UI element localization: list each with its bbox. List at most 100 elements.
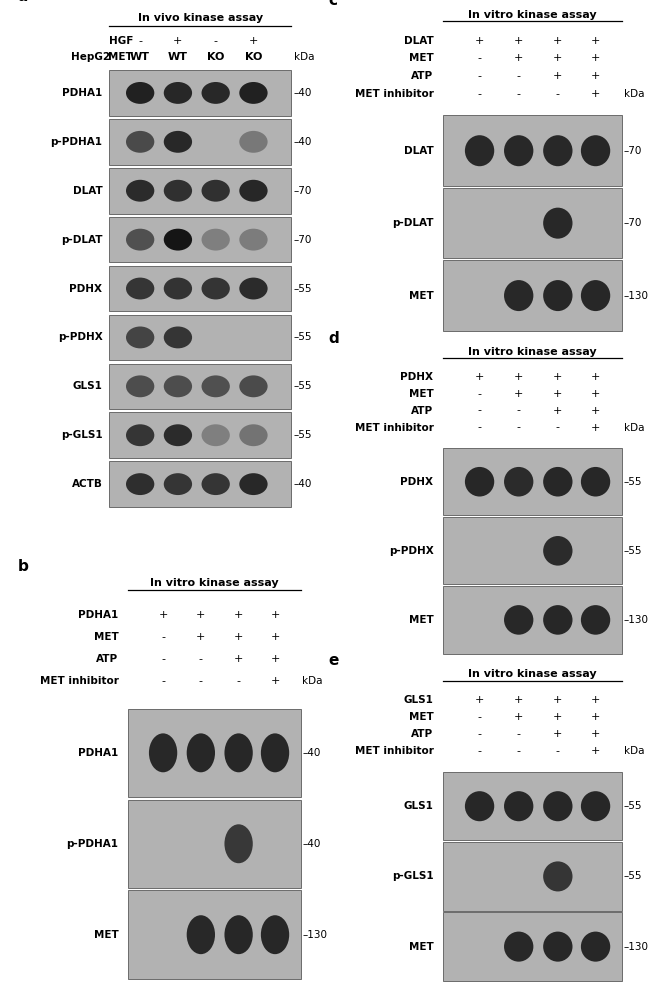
Text: +: + bbox=[514, 711, 523, 722]
Text: d: d bbox=[329, 331, 339, 346]
Text: -: - bbox=[517, 89, 521, 99]
FancyBboxPatch shape bbox=[443, 772, 622, 840]
Text: HGF: HGF bbox=[109, 37, 133, 47]
Ellipse shape bbox=[239, 473, 268, 495]
Text: KO: KO bbox=[207, 52, 224, 62]
Text: MET: MET bbox=[108, 52, 133, 62]
Text: -: - bbox=[478, 423, 482, 433]
Ellipse shape bbox=[126, 326, 154, 348]
Text: -: - bbox=[214, 37, 218, 47]
Text: kDa: kDa bbox=[302, 677, 322, 686]
Text: GLS1: GLS1 bbox=[404, 802, 434, 811]
Text: DLAT: DLAT bbox=[404, 36, 434, 46]
Text: +: + bbox=[159, 610, 168, 620]
Text: –70: –70 bbox=[623, 218, 642, 228]
FancyBboxPatch shape bbox=[128, 891, 301, 979]
Ellipse shape bbox=[261, 916, 289, 954]
Text: -: - bbox=[517, 406, 521, 416]
Text: MET: MET bbox=[409, 54, 434, 63]
Ellipse shape bbox=[126, 278, 154, 300]
Text: ATP: ATP bbox=[96, 654, 118, 665]
Text: MET inhibitor: MET inhibitor bbox=[355, 746, 434, 756]
Text: +: + bbox=[591, 729, 600, 739]
FancyBboxPatch shape bbox=[443, 586, 622, 654]
Text: WT: WT bbox=[130, 52, 150, 62]
Text: -: - bbox=[478, 729, 482, 739]
Text: PDHX: PDHX bbox=[70, 284, 103, 294]
Text: -: - bbox=[199, 677, 203, 686]
FancyBboxPatch shape bbox=[443, 448, 622, 516]
Ellipse shape bbox=[202, 229, 230, 251]
Text: –130: –130 bbox=[623, 941, 649, 951]
Text: kDa: kDa bbox=[623, 89, 644, 99]
Text: In vitro kinase assay: In vitro kinase assay bbox=[469, 10, 597, 20]
Text: +: + bbox=[475, 372, 484, 382]
Ellipse shape bbox=[543, 605, 573, 635]
Ellipse shape bbox=[504, 792, 534, 821]
Ellipse shape bbox=[164, 278, 192, 300]
Ellipse shape bbox=[581, 605, 610, 635]
Text: PDHX: PDHX bbox=[400, 477, 434, 487]
Text: +: + bbox=[591, 372, 600, 382]
FancyBboxPatch shape bbox=[109, 314, 291, 360]
Text: In vitro kinase assay: In vitro kinase assay bbox=[469, 347, 597, 357]
FancyBboxPatch shape bbox=[443, 517, 622, 584]
Text: MET: MET bbox=[94, 632, 118, 642]
Text: +: + bbox=[553, 711, 562, 722]
FancyBboxPatch shape bbox=[109, 217, 291, 263]
Text: MET: MET bbox=[94, 930, 118, 939]
Ellipse shape bbox=[543, 207, 573, 239]
Text: -: - bbox=[556, 746, 560, 756]
Text: p-PDHA1: p-PDHA1 bbox=[66, 839, 118, 849]
FancyBboxPatch shape bbox=[128, 800, 301, 888]
Ellipse shape bbox=[149, 733, 177, 773]
Text: -: - bbox=[517, 746, 521, 756]
Text: +: + bbox=[270, 677, 280, 686]
Text: -: - bbox=[161, 677, 165, 686]
Text: ACTB: ACTB bbox=[72, 479, 103, 489]
Text: +: + bbox=[475, 694, 484, 704]
Ellipse shape bbox=[239, 278, 268, 300]
Text: PDHA1: PDHA1 bbox=[79, 610, 118, 620]
Text: WT: WT bbox=[168, 52, 188, 62]
Text: -: - bbox=[517, 423, 521, 433]
Ellipse shape bbox=[126, 131, 154, 153]
Ellipse shape bbox=[581, 792, 610, 821]
Text: –55: –55 bbox=[623, 871, 642, 882]
Ellipse shape bbox=[164, 180, 192, 201]
Ellipse shape bbox=[543, 280, 573, 311]
Text: +: + bbox=[270, 654, 280, 665]
Ellipse shape bbox=[543, 931, 573, 961]
Ellipse shape bbox=[239, 82, 268, 104]
Text: MET inhibitor: MET inhibitor bbox=[355, 89, 434, 99]
Text: +: + bbox=[591, 746, 600, 756]
Ellipse shape bbox=[504, 931, 534, 961]
Ellipse shape bbox=[126, 473, 154, 495]
Text: +: + bbox=[553, 36, 562, 46]
Ellipse shape bbox=[164, 326, 192, 348]
Ellipse shape bbox=[164, 425, 192, 446]
Text: +: + bbox=[514, 54, 523, 63]
Text: In vitro kinase assay: In vitro kinase assay bbox=[150, 578, 279, 588]
Text: ATP: ATP bbox=[411, 71, 434, 81]
Text: kDa: kDa bbox=[623, 746, 644, 756]
FancyBboxPatch shape bbox=[109, 266, 291, 311]
Ellipse shape bbox=[126, 229, 154, 251]
FancyBboxPatch shape bbox=[128, 708, 301, 798]
Text: p-DLAT: p-DLAT bbox=[392, 218, 434, 228]
Text: +: + bbox=[553, 406, 562, 416]
Text: kDa: kDa bbox=[623, 423, 644, 433]
Text: p-GLS1: p-GLS1 bbox=[392, 871, 434, 882]
Text: +: + bbox=[553, 54, 562, 63]
Text: +: + bbox=[234, 610, 243, 620]
Text: +: + bbox=[514, 372, 523, 382]
Text: KO: KO bbox=[245, 52, 262, 62]
Text: +: + bbox=[553, 694, 562, 704]
Ellipse shape bbox=[504, 135, 534, 167]
Text: -: - bbox=[556, 89, 560, 99]
Text: –55: –55 bbox=[623, 546, 642, 556]
Ellipse shape bbox=[126, 375, 154, 397]
Text: +: + bbox=[591, 89, 600, 99]
Text: +: + bbox=[475, 36, 484, 46]
Text: MET: MET bbox=[409, 615, 434, 625]
